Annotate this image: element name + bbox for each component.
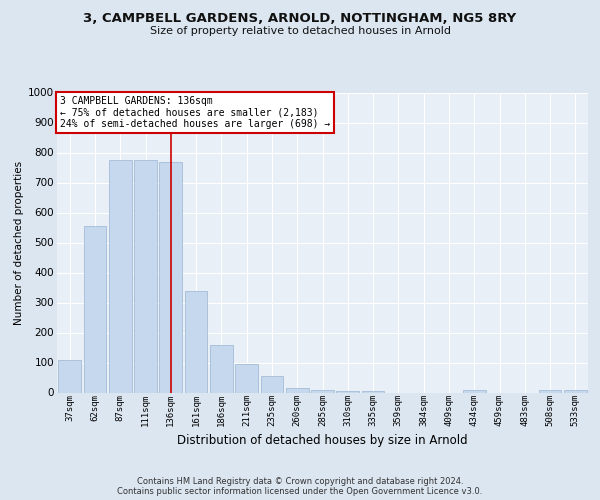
Bar bbox=[134, 160, 157, 392]
Bar bbox=[362, 391, 385, 392]
Bar bbox=[58, 360, 81, 392]
Bar bbox=[83, 226, 106, 392]
Y-axis label: Number of detached properties: Number of detached properties bbox=[14, 160, 24, 324]
Bar bbox=[286, 388, 308, 392]
Bar bbox=[463, 390, 485, 392]
Bar bbox=[235, 364, 258, 392]
Text: 3, CAMPBELL GARDENS, ARNOLD, NOTTINGHAM, NG5 8RY: 3, CAMPBELL GARDENS, ARNOLD, NOTTINGHAM,… bbox=[83, 12, 517, 26]
Text: 3 CAMPBELL GARDENS: 136sqm
← 75% of detached houses are smaller (2,183)
24% of s: 3 CAMPBELL GARDENS: 136sqm ← 75% of deta… bbox=[59, 96, 330, 128]
Bar bbox=[539, 390, 562, 392]
X-axis label: Distribution of detached houses by size in Arnold: Distribution of detached houses by size … bbox=[177, 434, 468, 448]
Bar bbox=[260, 376, 283, 392]
Bar bbox=[210, 344, 233, 393]
Bar bbox=[109, 160, 131, 392]
Bar bbox=[185, 290, 208, 392]
Bar bbox=[311, 390, 334, 392]
Text: Contains HM Land Registry data © Crown copyright and database right 2024.
Contai: Contains HM Land Registry data © Crown c… bbox=[118, 476, 482, 496]
Bar bbox=[564, 390, 587, 392]
Bar bbox=[160, 162, 182, 392]
Text: Size of property relative to detached houses in Arnold: Size of property relative to detached ho… bbox=[149, 26, 451, 36]
Bar bbox=[337, 391, 359, 392]
